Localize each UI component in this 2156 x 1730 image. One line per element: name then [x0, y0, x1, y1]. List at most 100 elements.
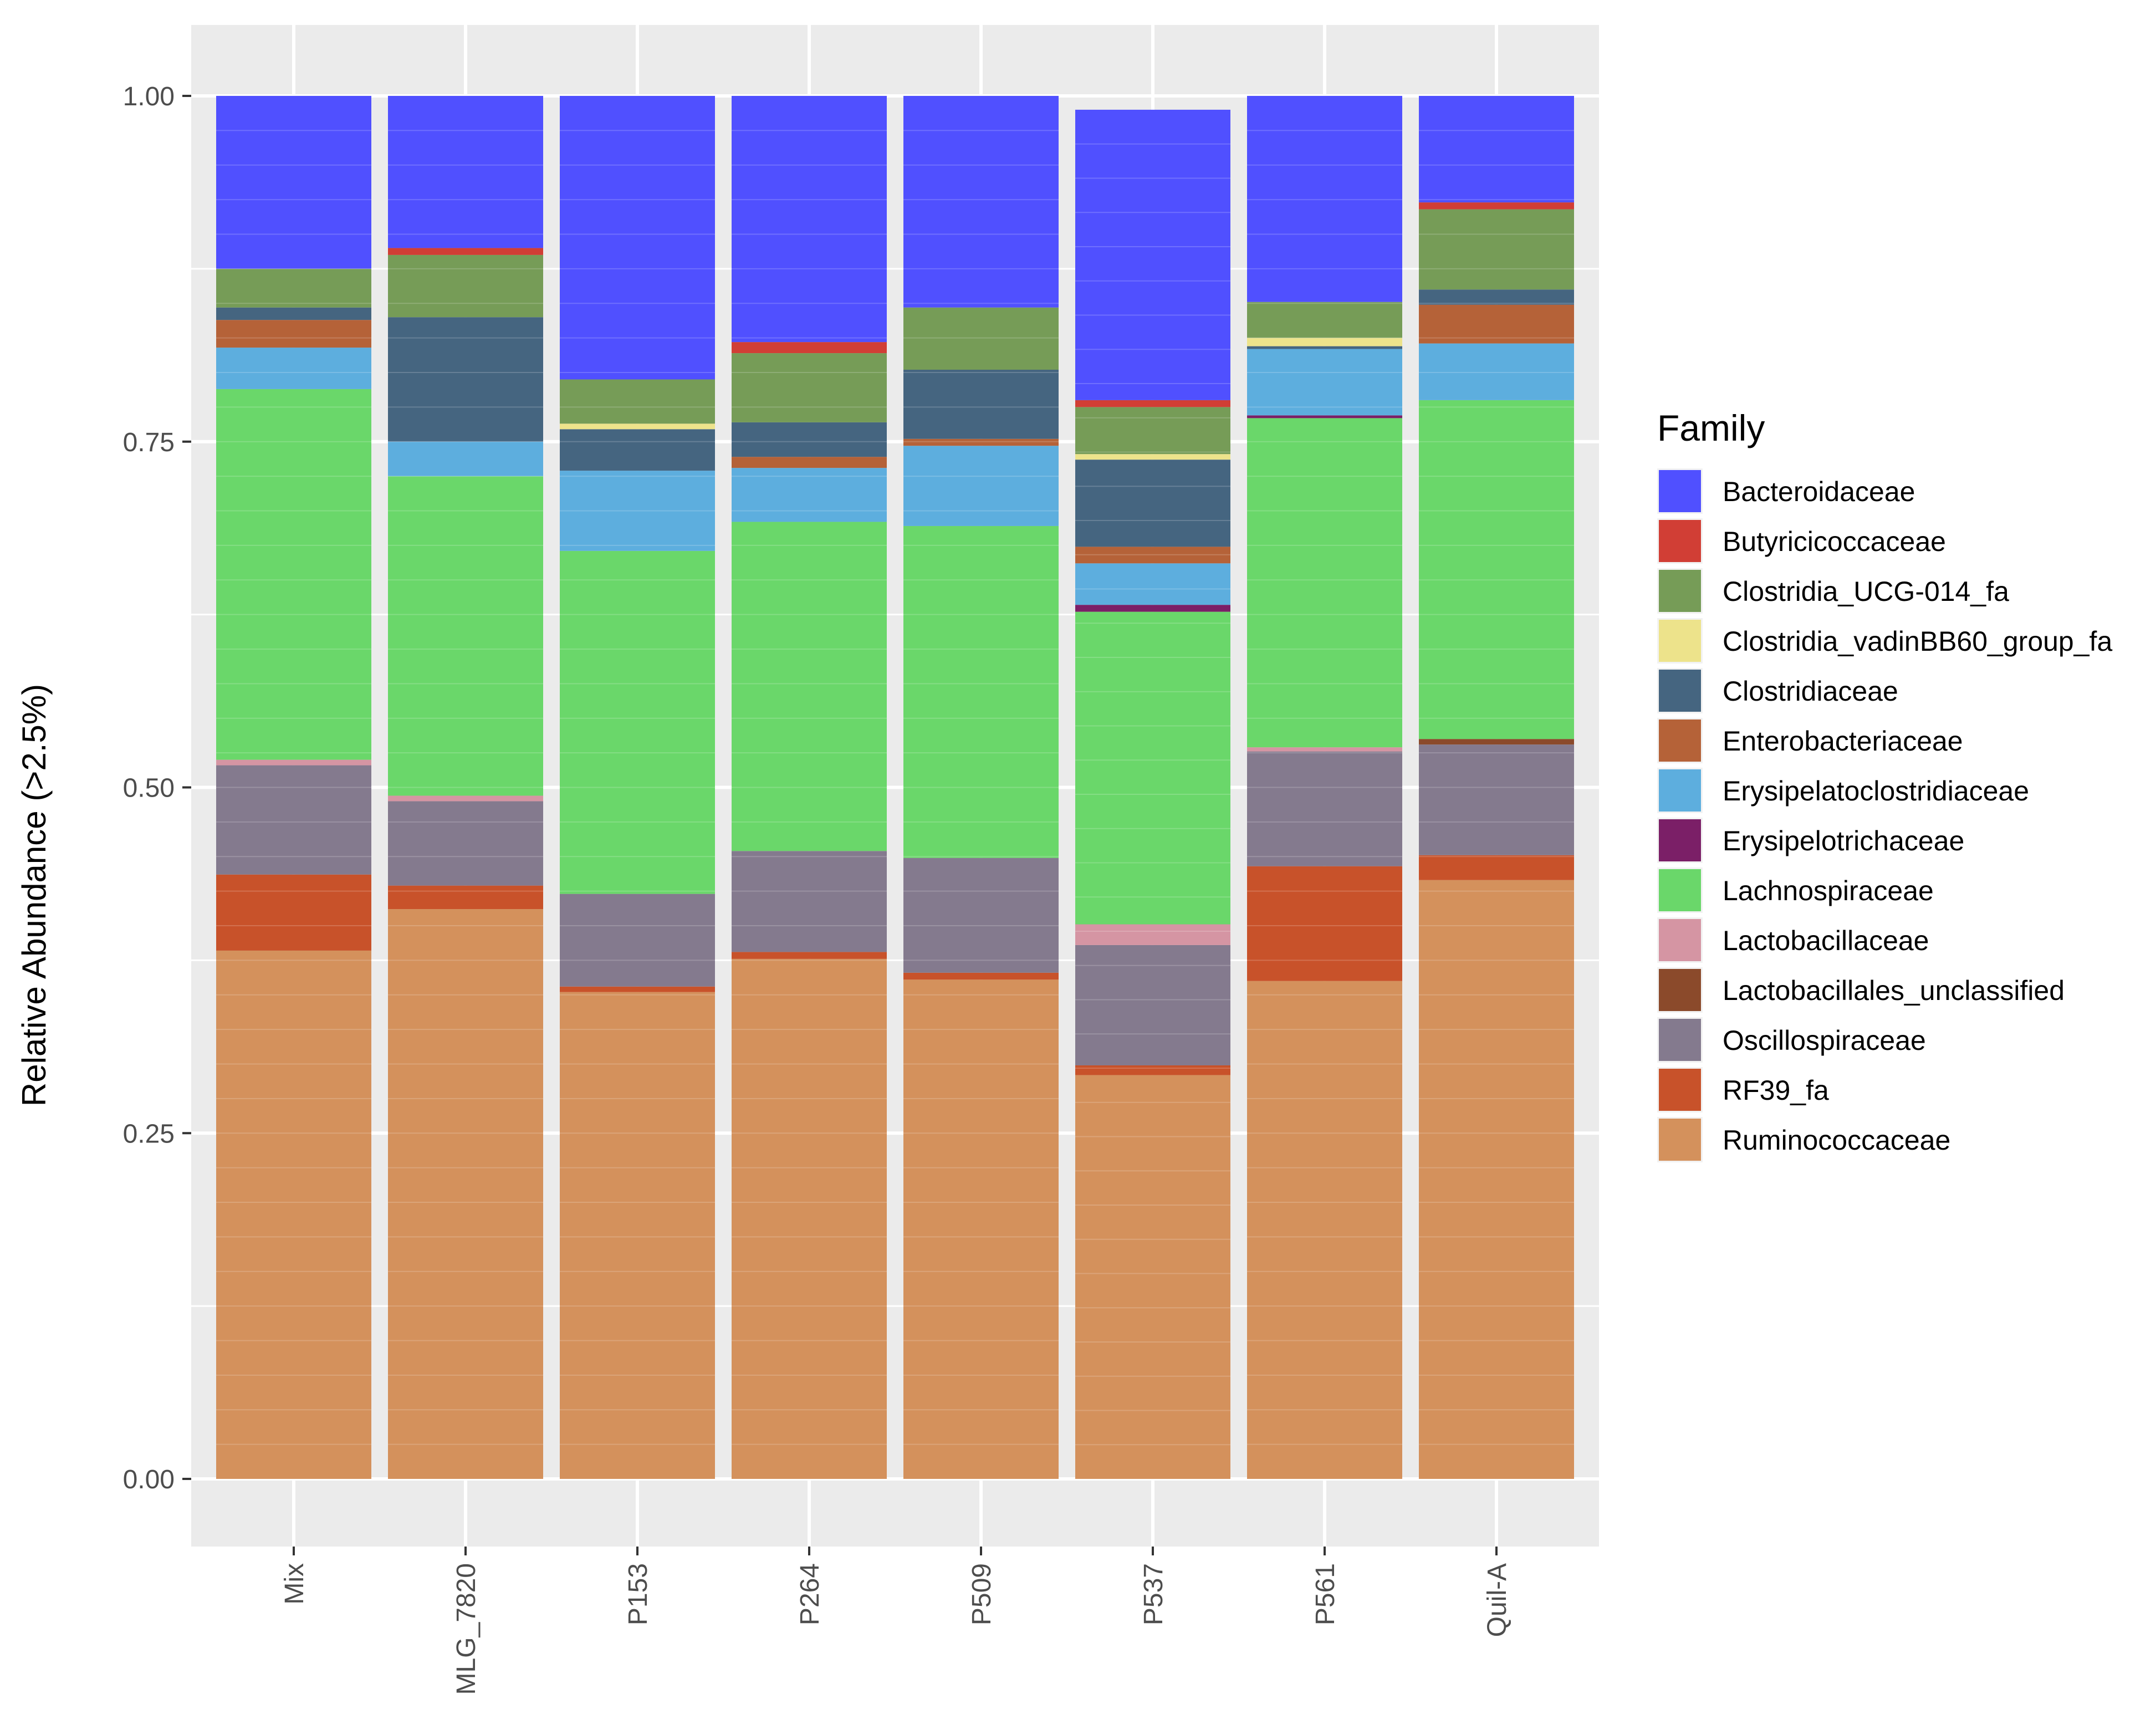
- bar-segment-rf39-fa: [1419, 855, 1574, 880]
- bar-segment-enterobacteriaceae: [903, 438, 1059, 446]
- bar-segment-oscillospiraceae: [903, 858, 1059, 973]
- bar-segment-bacteroidaceae: [1419, 96, 1574, 203]
- bar-segment-erysipelatoclostridiaceae: [732, 468, 887, 522]
- bar-segment-lachnospiraceae: [1075, 611, 1230, 925]
- bar-stack-quil-a: [1419, 96, 1574, 1479]
- bar-stack-p561: [1247, 96, 1402, 1479]
- y-axis-label: Relative Abundance (>2.5%): [16, 684, 53, 1106]
- x-tick-label: P561: [1311, 1563, 1340, 1625]
- bar-segment-oscillospiraceae: [560, 894, 715, 987]
- bar-segment-rf39-fa: [732, 952, 887, 959]
- legend-swatch: [1659, 869, 1701, 911]
- legend-label: Lactobacillales_unclassified: [1723, 975, 2065, 1006]
- legend-swatch: [1659, 620, 1701, 662]
- legend-item: Lactobacillales_unclassified: [1657, 967, 2065, 1013]
- bar-segment-enterobacteriaceae: [1075, 547, 1230, 564]
- bar-segment-ruminococcaceae: [388, 909, 543, 1479]
- bar-segment-rf39-fa: [1075, 1065, 1230, 1075]
- legend-label: Clostridia_UCG-014_fa: [1723, 576, 2009, 607]
- legend-item: Lachnospiraceae: [1657, 867, 1934, 913]
- bar-segment-bacteroidaceae: [388, 96, 543, 248]
- bar-segment-rf39-fa: [560, 986, 715, 992]
- bar-segment-lachnospiraceae: [216, 389, 371, 760]
- bar-stack-mlg-7820: [388, 96, 543, 1479]
- bar-segment-clostridiaceae: [1419, 289, 1574, 305]
- bar-segment-lachnospiraceae: [388, 476, 543, 796]
- legend-label: RF39_fa: [1723, 1075, 1829, 1106]
- bar-segment-butyricicoccaceae: [1075, 400, 1230, 407]
- legend-item: Butyricicoccaceae: [1657, 518, 1946, 564]
- y-tick-label: 0.50: [123, 774, 175, 803]
- legend-item: Clostridiaceae: [1657, 668, 1898, 713]
- bar-segment-enterobacteriaceae: [732, 457, 887, 468]
- x-tick-label: P537: [1139, 1563, 1168, 1625]
- legend-item: Clostridia_vadinBB60_group_fa: [1657, 618, 2112, 664]
- legend-item: Erysipelatoclostridiaceae: [1657, 768, 2029, 813]
- bar-segment-clostridia-ucg-014-fa: [560, 379, 715, 424]
- x-tick-label: Quil-A: [1483, 1563, 1512, 1637]
- y-tick-label: 0.00: [123, 1465, 175, 1494]
- legend-swatch: [1659, 520, 1701, 562]
- legend-label: Enterobacteriaceae: [1723, 726, 1963, 757]
- bar-segment-erysipelatoclostridiaceae: [903, 446, 1059, 526]
- bar-stack-p153: [560, 96, 715, 1479]
- x-tick-label: P153: [624, 1563, 653, 1625]
- bar-segment-ruminococcaceae: [732, 958, 887, 1479]
- bar-segment-ruminococcaceae: [1247, 981, 1402, 1479]
- bar-segment-clostridiaceae: [1247, 346, 1402, 349]
- legend-swatch: [1659, 670, 1701, 712]
- legend-item: Ruminococcaceae: [1657, 1117, 1950, 1162]
- legend-item: Erysipelotrichaceae: [1657, 818, 1964, 863]
- bar-segment-lachnospiraceae: [1419, 400, 1574, 739]
- bar-segment-clostridia-ucg-014-fa: [732, 353, 887, 422]
- bar-segment-oscillospiraceae: [216, 765, 371, 875]
- legend: Family Bacteroidaceae Butyricicoccaceae Cl…: [1657, 407, 2112, 1162]
- bar-segment-rf39-fa: [388, 885, 543, 910]
- legend-label: Erysipelotrichaceae: [1723, 825, 1964, 856]
- y-tick-label: 0.25: [123, 1119, 175, 1149]
- bar-segment-lactobacillaceae: [388, 795, 543, 802]
- bar-segment-clostridiaceae: [388, 317, 543, 442]
- bar-stack-p537: [1075, 109, 1230, 1479]
- bar-segment-butyricicoccaceae: [1419, 202, 1574, 210]
- legend-label: Ruminococcaceae: [1723, 1125, 1950, 1156]
- bar-segment-erysipelatoclostridiaceae: [1419, 343, 1574, 400]
- bar-segment-erysipelatoclostridiaceae: [388, 441, 543, 477]
- bar-segment-clostridia-vadinbb60-group-fa: [560, 423, 715, 430]
- y-tick-label: 0.75: [123, 428, 175, 457]
- y-axis: 0.00 0.25 0.50 0.75 1.00: [123, 82, 191, 1494]
- bar-segment-clostridia-vadinbb60-group-fa: [1075, 454, 1230, 460]
- bar-segment-lachnospiraceae: [560, 550, 715, 894]
- y-tick-label: 1.00: [123, 82, 175, 111]
- legend-title: Family: [1657, 407, 1765, 448]
- bar-segment-lactobacillaceae: [1247, 747, 1402, 752]
- bar-segment-ruminococcaceae: [1419, 880, 1574, 1479]
- legend-label: Butyricicoccaceae: [1723, 526, 1946, 557]
- bar-segment-erysipelotrichaceae: [1075, 605, 1230, 612]
- legend-swatch: [1659, 570, 1701, 612]
- bar-segment-lactobacillales-unclassified: [1419, 739, 1574, 745]
- bar-segment-clostridiaceae: [732, 422, 887, 457]
- bar-stack-p264: [732, 96, 887, 1479]
- legend-item: Bacteroidaceae: [1657, 468, 1915, 514]
- legend-swatch: [1659, 1069, 1701, 1111]
- bar-stack-p509: [903, 96, 1059, 1479]
- legend-swatch: [1659, 1019, 1701, 1061]
- x-tick-label: MLG_7820: [452, 1563, 481, 1695]
- bar-segment-ruminococcaceae: [216, 950, 371, 1479]
- bar-segment-bacteroidaceae: [216, 96, 371, 269]
- legend-swatch: [1659, 769, 1701, 812]
- bar-segment-bacteroidaceae: [903, 96, 1059, 308]
- bar-segment-lactobacillaceae: [216, 759, 371, 766]
- bar-segment-clostridia-ucg-014-fa: [1075, 407, 1230, 455]
- legend-swatch: [1659, 719, 1701, 762]
- legend-item: Clostridia_UCG-014_fa: [1657, 568, 2009, 614]
- bar-segment-lachnospiraceae: [903, 525, 1059, 858]
- bars: [216, 96, 1574, 1479]
- legend-label: Bacteroidaceae: [1723, 476, 1915, 507]
- bar-segment-bacteroidaceae: [560, 96, 715, 380]
- legend-item: Enterobacteriaceae: [1657, 718, 1963, 763]
- bar-segment-clostridia-ucg-014-fa: [216, 268, 371, 308]
- bar-segment-rf39-fa: [1247, 866, 1402, 981]
